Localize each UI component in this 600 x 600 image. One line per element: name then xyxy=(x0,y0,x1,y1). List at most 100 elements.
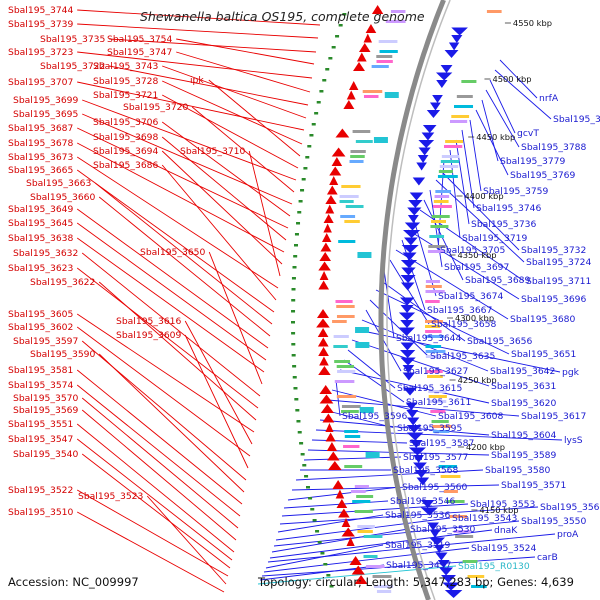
gc-tick xyxy=(292,266,297,269)
gc-tick xyxy=(300,189,305,192)
category-block xyxy=(430,225,449,228)
callout-line xyxy=(461,129,475,209)
gene-label: Sbal195_3611 xyxy=(406,397,471,408)
gc-tick xyxy=(323,563,328,566)
reverse-gene-arrow xyxy=(408,447,426,456)
callout-line xyxy=(77,81,305,131)
category-block xyxy=(467,575,485,578)
gene-label: Sbal195_3546 xyxy=(390,496,456,507)
callout-line xyxy=(82,99,297,181)
gc-tick xyxy=(308,497,313,500)
gene-label: Sbal195_3571 xyxy=(501,480,566,491)
gc-tick xyxy=(304,475,309,478)
callout-line xyxy=(379,279,466,342)
reverse-gene-arrow xyxy=(406,432,424,441)
category-block xyxy=(425,300,440,303)
gene-label: Sbal195_3711 xyxy=(526,276,591,287)
category-block xyxy=(486,10,502,13)
reverse-gene-arrow xyxy=(422,125,437,133)
category-block xyxy=(427,375,443,378)
category-block xyxy=(428,245,446,248)
gene-label: dnaK xyxy=(494,525,518,536)
category-block xyxy=(453,105,474,108)
gc-tick xyxy=(322,79,327,82)
gene-label: Sbal195_3744 xyxy=(8,5,74,16)
gene-label: Sbal195_3574 xyxy=(8,380,74,391)
kbp-label: 4450 kbp xyxy=(476,132,515,142)
gc-tick xyxy=(298,200,303,203)
gc-tick xyxy=(319,90,324,93)
reverse-gene-arrow xyxy=(418,147,431,156)
gene-label: Sbal195_3743 xyxy=(93,61,159,72)
callout-line xyxy=(176,38,315,65)
gene-label: Sbal195_3605 xyxy=(8,309,74,320)
gene-label: Sbal195_3622 xyxy=(30,277,95,288)
gene-label: Sbal195_3530 xyxy=(410,524,476,535)
gc-tick xyxy=(303,167,308,170)
reverse-gene-arrow xyxy=(434,545,445,553)
category-block xyxy=(431,420,449,423)
gc-tick xyxy=(293,255,298,258)
reverse-gene-arrow xyxy=(409,440,423,448)
reverse-gene-arrow xyxy=(437,560,450,568)
gene-label: Sbal195_3553 xyxy=(470,499,536,510)
gc-tick xyxy=(294,244,299,247)
gene-label: Sbal195_3695 xyxy=(13,109,79,120)
category-block xyxy=(352,500,371,503)
callout-line xyxy=(76,423,235,553)
reverse-gene-arrow xyxy=(440,575,456,583)
callout-line xyxy=(77,23,319,39)
callout-line xyxy=(98,353,245,493)
callout-line xyxy=(81,397,239,529)
forward-gene-arrow xyxy=(335,128,350,138)
callout-line xyxy=(98,196,271,337)
reverse-gene-arrow xyxy=(401,245,419,253)
category-block xyxy=(336,365,354,368)
callout-line xyxy=(76,208,269,349)
gc-tick xyxy=(301,178,306,181)
gc-tick xyxy=(291,354,296,357)
category-block xyxy=(429,235,445,238)
category-block xyxy=(363,555,378,558)
callout-line xyxy=(275,517,451,541)
gene-label: Sbal195_3519 xyxy=(385,540,451,551)
reverse-gene-arrow xyxy=(399,327,415,336)
gene-label: Sbal195_3650 xyxy=(140,247,206,258)
callout-line xyxy=(265,544,384,569)
category-block xyxy=(357,525,375,528)
category-block xyxy=(378,40,398,43)
reverse-gene-arrow xyxy=(400,297,415,306)
gene-label: carB xyxy=(537,552,558,563)
reverse-gene-arrow xyxy=(439,567,454,576)
gene-label: Sbal195_3667 xyxy=(427,305,493,316)
callout-line xyxy=(257,565,457,585)
kbp-label: 4300 kbp xyxy=(455,313,494,323)
forward-gene-arrow xyxy=(331,147,346,157)
forward-gene-arrow xyxy=(351,565,365,575)
callout-line xyxy=(429,189,443,268)
callout-line xyxy=(455,139,470,225)
callout-line xyxy=(279,506,539,525)
rna-feature xyxy=(365,452,380,458)
category-block xyxy=(456,95,473,98)
category-block xyxy=(453,530,471,533)
category-block xyxy=(471,585,487,588)
reverse-gene-arrow xyxy=(418,140,435,148)
gene-label: Sbal195_3698 xyxy=(93,132,159,143)
gc-tick xyxy=(342,13,347,16)
gene-label: Sbal195_3665 xyxy=(8,165,74,176)
genome-tracks xyxy=(291,0,502,600)
gene-label: Sbal195_3608 xyxy=(438,411,504,422)
callout-line xyxy=(287,486,401,501)
forward-gene-arrow xyxy=(353,62,365,71)
gene-label: Sbal195_3723 xyxy=(8,47,74,58)
gc-tick xyxy=(291,277,296,280)
callout-line xyxy=(82,113,293,205)
category-block xyxy=(376,590,392,593)
forward-gene-arrow xyxy=(320,404,334,413)
gene-label: Sbal195_3645 xyxy=(8,218,74,229)
reverse-gene-arrow xyxy=(402,372,416,381)
category-block xyxy=(337,370,356,373)
gene-label: Sbal195_3616 xyxy=(116,316,182,327)
gene-label: Sbal195_3769 xyxy=(510,170,576,181)
